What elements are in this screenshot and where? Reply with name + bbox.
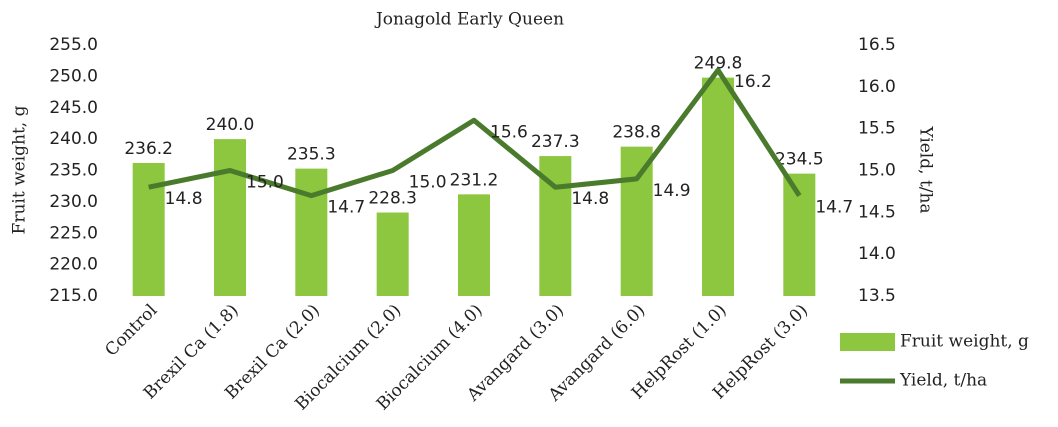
legend-swatch [840,333,895,351]
line-label: 16.2 [734,72,772,92]
bar-label: 240.0 [206,115,255,135]
legend-label: Fruit weight, g [900,332,1029,352]
y-tick-label: 225.0 [49,223,98,243]
y-tick-label: 215.0 [49,286,98,306]
line-label: 15.0 [409,173,447,193]
bar-label: 238.8 [612,123,661,143]
bar-label: 249.8 [694,54,743,74]
y2-tick-label: 14.0 [858,244,896,264]
bar [295,168,328,296]
bar-label: 228.3 [368,189,417,209]
chart-title: Jonagold Early Queen [374,10,564,30]
line-label: 15.0 [246,173,284,193]
bar-label: 236.2 [124,139,173,159]
bar [702,77,734,296]
bar [620,146,653,296]
y-tick-label: 240.0 [49,129,98,149]
y-tick-label: 220.0 [49,255,98,275]
line-label: 15.6 [490,122,528,142]
x-tick-label: Control [101,301,161,361]
y-tick-label: 230.0 [49,192,98,212]
y2-tick-label: 15.5 [858,119,896,139]
y2-tick-label: 15.0 [858,161,896,181]
y2-tick-label: 16.0 [858,77,896,97]
bar [458,194,490,296]
bar-label: 237.3 [531,132,580,152]
line [148,67,802,199]
bar [214,139,246,296]
line-label: 14.9 [653,181,691,201]
y2-axis-title: Yield, t/ha [916,125,936,213]
bar-label: 231.2 [450,170,499,190]
line-label: 14.8 [571,189,609,209]
y2-tick-label: 13.5 [858,286,896,306]
line-label: 14.8 [165,189,203,209]
y2-tick-label: 14.5 [858,202,896,222]
y-tick-label: 245.0 [49,98,98,118]
line-label: 14.7 [327,198,365,218]
y-tick-label: 255.0 [49,35,98,55]
bar [376,212,409,296]
legend-label: Yield, t/ha [899,371,987,391]
y-axis-title: Fruit weight, g [10,105,30,234]
bar-label: 235.3 [287,145,336,165]
bar-label: 234.5 [775,150,824,170]
y-tick-label: 235.0 [49,161,98,181]
line-label: 14.7 [815,198,853,218]
y-tick-label: 250.0 [49,66,98,86]
y2-tick-label: 16.5 [858,35,896,55]
